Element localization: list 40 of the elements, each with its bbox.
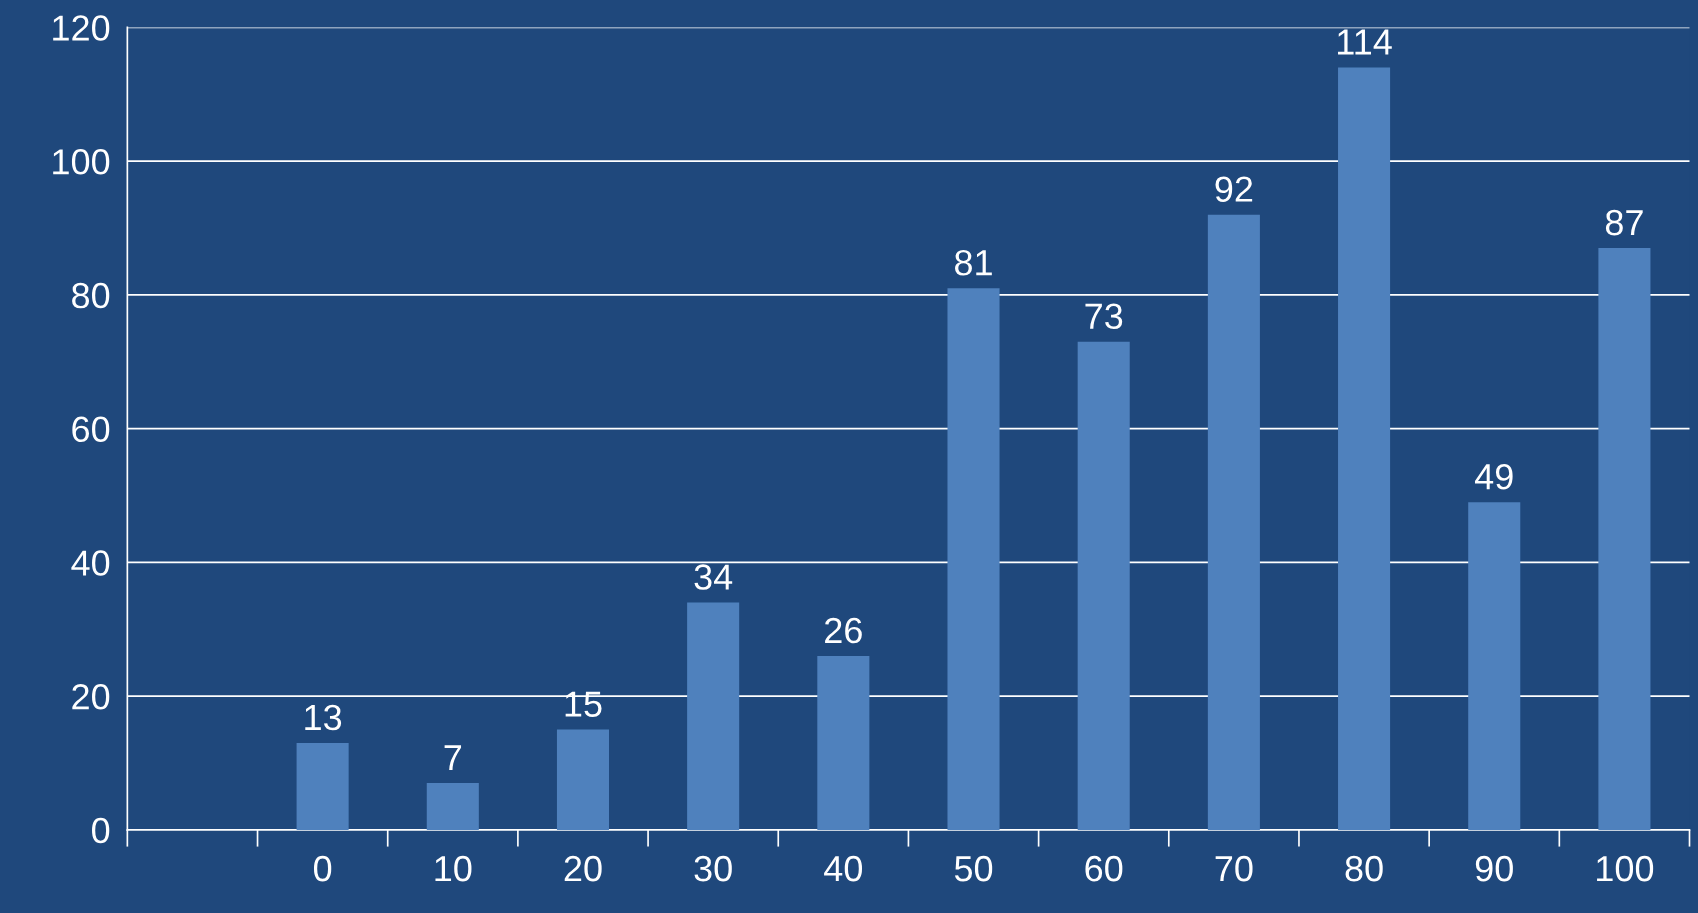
x-tick-label: 10	[435, 855, 472, 882]
data-label: 49	[1474, 463, 1513, 490]
y-tick-label: 100	[53, 149, 110, 175]
bar	[296, 742, 349, 830]
x-tick-label: 60	[1085, 855, 1123, 882]
data-label: 7	[444, 745, 462, 771]
x-tick-label: 40	[824, 855, 863, 882]
bar	[1207, 214, 1260, 830]
bar	[426, 783, 479, 830]
bar	[947, 288, 1000, 830]
y-tick-label: 20	[72, 684, 110, 710]
x-tick-label: 80	[1345, 855, 1383, 882]
x-tick-label: 30	[694, 855, 732, 882]
data-label: 13	[305, 704, 342, 731]
data-label: 92	[1215, 176, 1253, 202]
bar	[1598, 248, 1651, 830]
data-label: 26	[825, 617, 862, 644]
bar	[817, 656, 870, 830]
x-tick-label: 100	[1597, 855, 1654, 882]
x-tick-label: 90	[1475, 855, 1513, 882]
x-tick-label: 20	[564, 855, 602, 882]
bar	[1468, 502, 1521, 830]
data-label: 81	[955, 249, 992, 276]
bar	[687, 602, 740, 830]
y-tick-label: 0	[92, 817, 110, 844]
bar	[556, 729, 610, 830]
y-tick-label: 60	[72, 416, 110, 443]
data-label: 15	[565, 691, 602, 717]
bar	[1077, 341, 1130, 830]
bar	[1338, 67, 1391, 830]
y-tick-label: 120	[53, 15, 110, 41]
x-tick-label: 70	[1215, 855, 1253, 882]
data-label: 73	[1085, 303, 1123, 330]
data-label: 87	[1605, 209, 1643, 236]
data-label: 34	[694, 564, 733, 590]
y-tick-label: 40	[71, 550, 110, 576]
y-tick-label: 80	[72, 282, 110, 309]
data-label: 114	[1338, 29, 1392, 55]
x-tick-label: 50	[954, 855, 993, 882]
x-tick-label: 0	[313, 855, 332, 882]
